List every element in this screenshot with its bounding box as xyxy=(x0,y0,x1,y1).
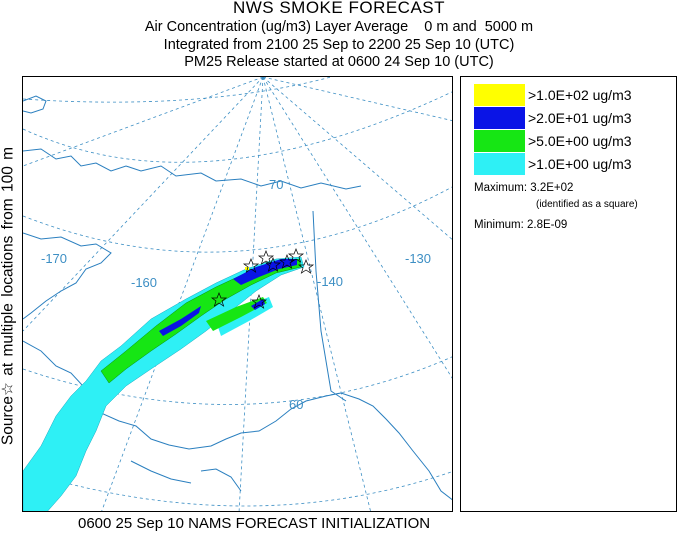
source-location-text: Source☆ at multiple locations from 100 m xyxy=(0,146,17,446)
legend-swatch-cyan xyxy=(474,153,525,175)
legend-swatch-yellow xyxy=(474,84,525,106)
graticule-labels: -170 -160 -140 -130 70 60 xyxy=(41,177,431,412)
concentration-legend: >1.0E+02 ug/m3 >2.0E+01 ug/m3 >5.0E+00 u… xyxy=(460,76,677,512)
minimum-value: Minimum: 2.8E-09 xyxy=(474,219,568,231)
smoke-map: -170 -160 -140 -130 70 60 xyxy=(22,76,453,512)
map-canvas: -170 -160 -140 -130 70 60 xyxy=(23,77,452,511)
legend-label-3: >5.0E+00 ug/m3 xyxy=(528,133,632,149)
legend-label-2: >2.0E+01 ug/m3 xyxy=(528,110,632,126)
legend-swatch-blue xyxy=(474,107,525,129)
forecast-title: NWS SMOKE FORECAST xyxy=(232,0,446,17)
legend-label-1: >1.0E+02 ug/m3 xyxy=(528,87,632,103)
source-location-label: Source☆ at multiple locations from 100 m xyxy=(0,76,18,516)
initialization-footer: 0600 25 Sep 10 NAMS FORECAST INITIALIZAT… xyxy=(78,515,431,532)
lon-label-170: -170 xyxy=(41,251,67,266)
lat-label-60: 60 xyxy=(289,397,303,412)
latitude-lines xyxy=(23,77,452,507)
maximum-note: (identified as a square) xyxy=(536,199,638,210)
source-markers xyxy=(210,248,315,309)
lon-label-160: -160 xyxy=(131,275,157,290)
lat-label-70: 70 xyxy=(269,177,283,192)
release-start: PM25 Release started at 0600 24 Sep 10 (… xyxy=(184,54,494,70)
legend-label-4: >1.0E+00 ug/m3 xyxy=(528,156,632,172)
legend-swatch-green xyxy=(474,130,525,152)
integration-period: Integrated from 2100 25 Sep to 2200 25 S… xyxy=(163,37,515,53)
maximum-value: Maximum: 3.2E+02 xyxy=(474,182,574,194)
concentration-subtitle: Air Concentration (ug/m3) Layer Average … xyxy=(144,19,534,35)
lon-label-130: -130 xyxy=(405,251,431,266)
smoke-plume xyxy=(23,256,305,511)
lon-label-140: -140 xyxy=(317,274,343,289)
